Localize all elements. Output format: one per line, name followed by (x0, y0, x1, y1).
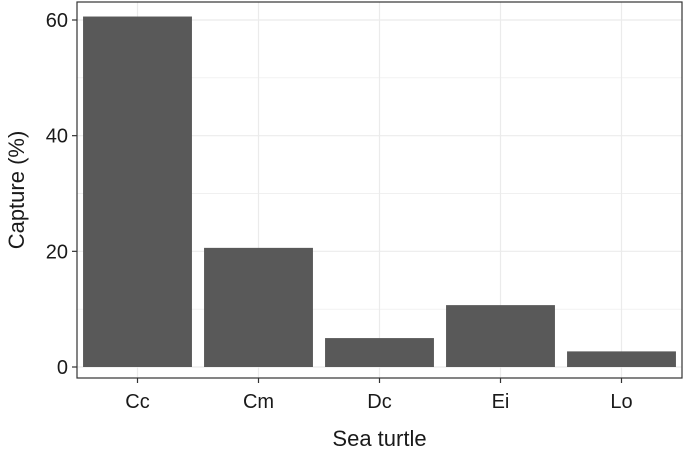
x-tick-label-cm: Cm (243, 391, 274, 413)
bar-dc (325, 338, 434, 367)
x-tick-label-cc: Cc (125, 391, 149, 413)
x-tick-label-dc: Dc (367, 391, 391, 413)
bar-cm (204, 247, 313, 367)
bar-lo (567, 351, 676, 367)
y-tick-label-20: 20 (46, 241, 68, 263)
bar-ei (446, 305, 555, 367)
y-axis-title: Capture (%) (4, 131, 29, 250)
x-tick-label-ei: Ei (492, 391, 510, 413)
y-tick-label-40: 40 (46, 126, 68, 148)
y-tick-label-0: 0 (57, 357, 68, 379)
x-axis-title: Sea turtle (332, 426, 426, 449)
bar-cc (83, 16, 192, 368)
bars-layer (83, 16, 676, 368)
y-tick-label-60: 60 (46, 10, 68, 32)
ticks-layer: 0 20 40 60 Cc Cm Dc Ei Lo (46, 10, 633, 413)
x-tick-label-lo: Lo (610, 391, 632, 413)
